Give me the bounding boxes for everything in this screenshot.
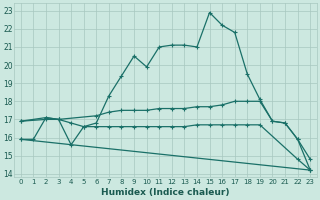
X-axis label: Humidex (Indice chaleur): Humidex (Indice chaleur) — [101, 188, 230, 197]
